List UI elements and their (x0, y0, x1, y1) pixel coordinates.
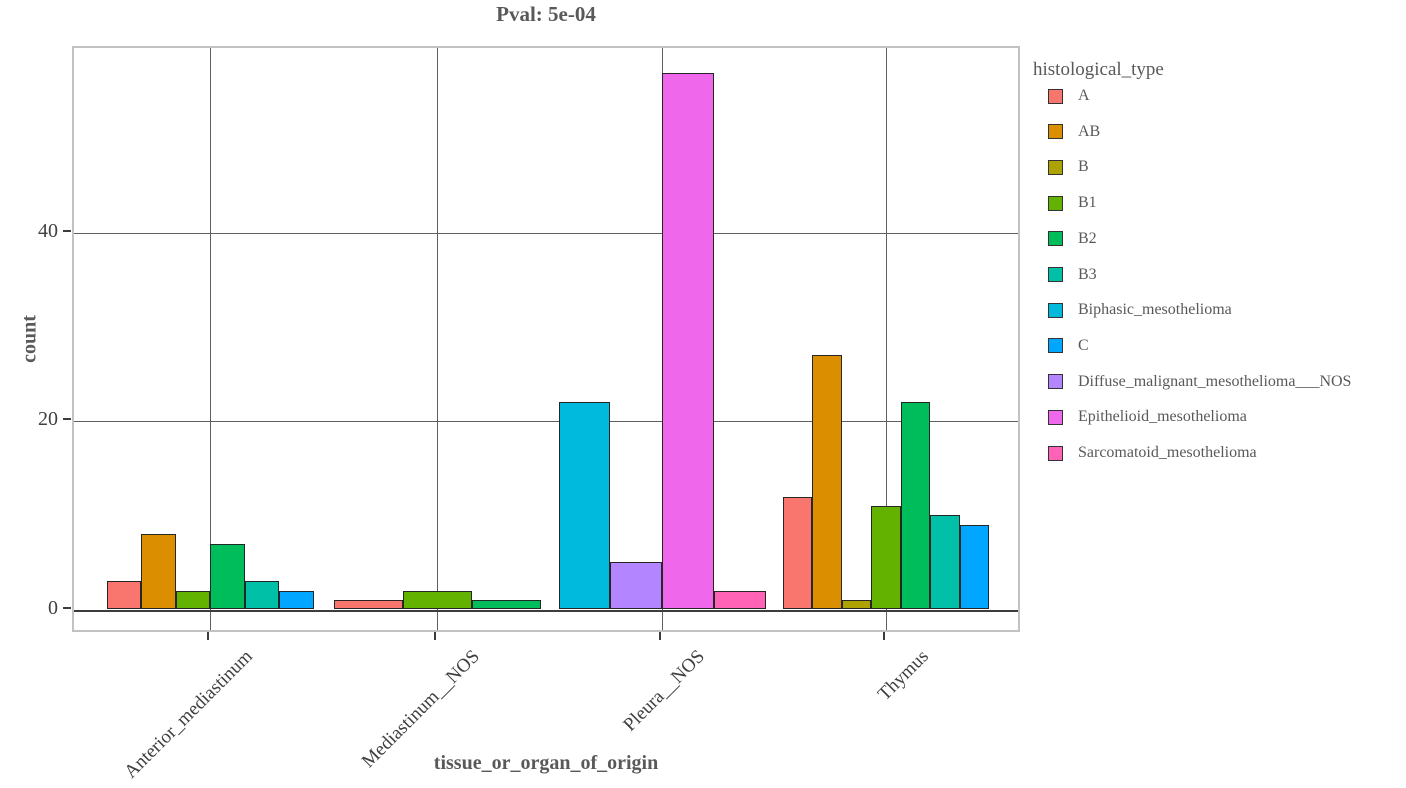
legend-item-label: Biphasic_mesothelioma (1078, 301, 1232, 319)
bar (279, 590, 314, 610)
x-tick-mark (207, 632, 209, 640)
legend-item-label: B2 (1078, 229, 1097, 247)
legend-item-label: AB (1078, 122, 1101, 140)
legend-item-label: B (1078, 158, 1089, 176)
legend-item-label: B3 (1078, 265, 1097, 283)
bar (244, 581, 279, 610)
legend-title: histological_type (1033, 59, 1164, 80)
x-axis-title: tissue_or_organ_of_origin (433, 752, 659, 774)
legend: histological_type A AB B B1 B2 B3 Biphasic_mes… (1033, 55, 1406, 485)
legend-key-swatch (1048, 445, 1063, 461)
y-tick-label: 20 (38, 408, 58, 431)
legend-key-swatch (1048, 159, 1063, 175)
legend-key-swatch (1048, 231, 1063, 247)
legend-key-swatch (1048, 409, 1063, 425)
bar (333, 600, 403, 610)
y-tick-label: 0 (48, 596, 58, 619)
x-tick-mark (659, 632, 661, 640)
y-tick-mark (63, 418, 71, 421)
vertical-gridline (885, 48, 887, 630)
legend-key-swatch (1048, 124, 1063, 140)
legend-item-label: Epithelioid_mesothelioma (1078, 408, 1247, 426)
bar (841, 600, 872, 610)
bar (959, 524, 990, 610)
legend-item-label: A (1078, 87, 1090, 104)
bar (402, 590, 472, 610)
bar (930, 515, 960, 610)
legend-key-swatch (1048, 195, 1063, 211)
horizontal-gridline (74, 233, 1018, 235)
legend-key-swatch (1048, 88, 1063, 104)
vertical-gridline (209, 48, 211, 630)
bar (210, 543, 245, 610)
bar (610, 562, 662, 610)
legend-item-label: Sarcomatoid_mesothelioma (1078, 444, 1257, 461)
legend-key-swatch (1048, 267, 1063, 282)
bar (900, 402, 931, 610)
bar (141, 534, 176, 610)
legend-item-label: Diffuse_malignant_mesothelioma___NOS (1078, 372, 1352, 390)
plot-panel (72, 46, 1020, 632)
y-tick-mark (63, 230, 71, 233)
bar (106, 581, 141, 610)
bar (713, 590, 766, 610)
bar (558, 402, 611, 610)
legend-item-label: B1 (1078, 194, 1097, 212)
bar (662, 73, 714, 610)
bar (175, 590, 210, 610)
y-axis-title: count (18, 315, 41, 363)
legend-key-swatch (1048, 302, 1063, 318)
vertical-gridline (436, 48, 438, 630)
x-tick-mark (883, 632, 885, 640)
legend-key-swatch (1048, 338, 1063, 354)
x-axis-line (74, 609, 1018, 612)
bar (871, 505, 901, 610)
bar (471, 600, 541, 610)
legend-key-swatch (1048, 374, 1063, 390)
y-tick-mark (63, 606, 71, 609)
x-tick-mark (434, 632, 436, 640)
y-tick-label: 40 (38, 220, 58, 243)
bar (812, 355, 842, 610)
legend-item-label: C (1078, 336, 1089, 354)
horizontal-gridline (74, 421, 1018, 423)
chart-title: Pval: 5e-04 (496, 2, 596, 26)
bar (782, 496, 813, 610)
